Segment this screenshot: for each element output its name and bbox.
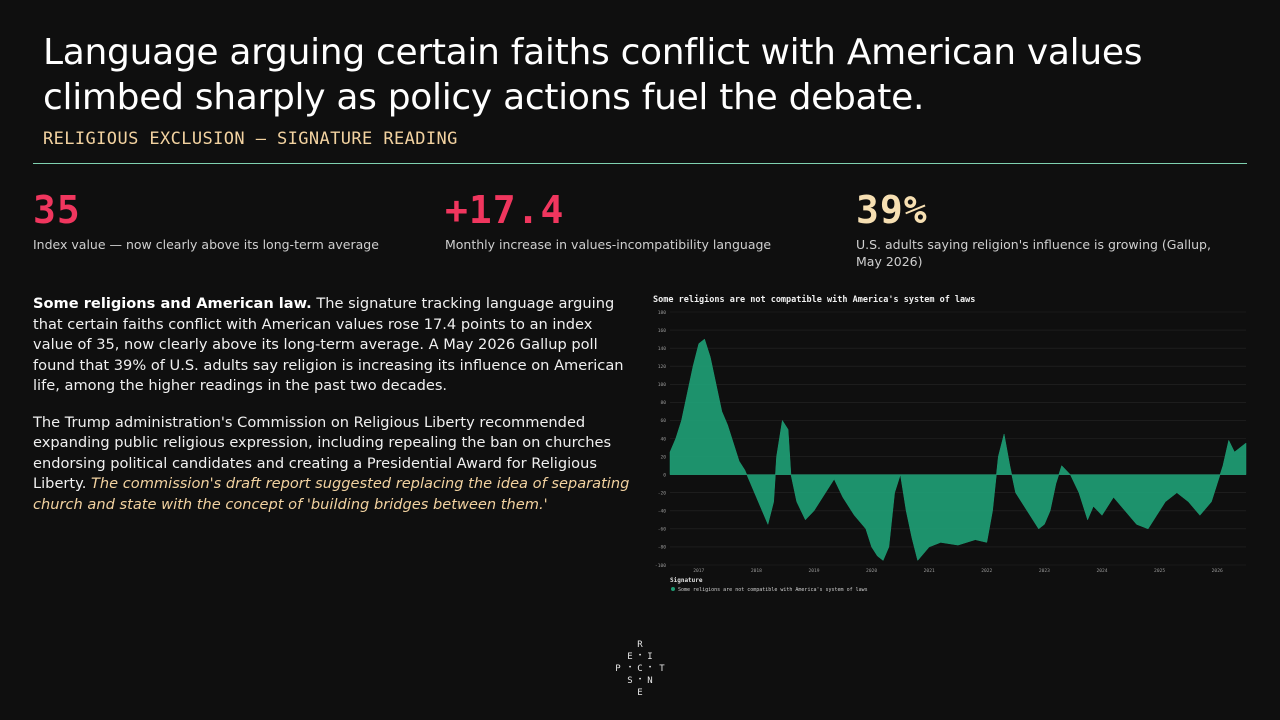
stat-label: Monthly increase in values-incompatibili…	[445, 237, 772, 252]
y-tick-label: 140	[658, 346, 667, 352]
x-tick-label: 2019	[808, 568, 819, 574]
x-tick-label: 2022	[981, 568, 992, 574]
paragraph-text: The signature tracking language arguing …	[33, 295, 624, 394]
brand-logo: R E I C P T S N E • • • •	[610, 640, 670, 706]
y-tick-label: -20	[658, 491, 667, 497]
stat-index-value: 35 Index value — now clearly above its l…	[33, 188, 413, 253]
y-tick-label: -80	[658, 545, 667, 551]
signature-chart: Some religions are not compatible with A…	[650, 290, 1250, 600]
x-tick-label: 2023	[1039, 568, 1050, 574]
y-tick-label: 40	[660, 436, 666, 442]
page-title: Language arguing certain faiths conflict…	[43, 32, 1143, 118]
logo-dot: •	[628, 664, 632, 671]
y-tick-label: 100	[658, 382, 667, 388]
x-tick-label: 2026	[1212, 568, 1223, 574]
logo-dot: •	[638, 676, 642, 683]
logo-letter: P	[615, 664, 621, 674]
y-tick-label: 0	[663, 472, 666, 478]
stat-value: 39%	[856, 188, 928, 232]
y-tick-label: 120	[658, 364, 667, 370]
x-tick-label: 2017	[693, 568, 704, 574]
y-tick-label: 60	[660, 418, 666, 424]
stat-value: 35	[33, 188, 81, 232]
y-tick-label: -60	[658, 527, 667, 533]
series-area	[669, 338, 1247, 562]
y-tick-label: 80	[660, 400, 666, 406]
logo-letter: C	[637, 664, 643, 674]
page-subtitle: RELIGIOUS EXCLUSION — SIGNATURE READING	[43, 129, 458, 149]
paragraph-text: The Trump administration's Commission on…	[33, 413, 612, 493]
stat-monthly-increase: +17.4 Monthly increase in values-incompa…	[445, 188, 825, 253]
x-tick-label: 2024	[1096, 568, 1107, 574]
legend-title: Signature	[670, 577, 703, 584]
x-tick-label: 2025	[1154, 568, 1165, 574]
paragraph-1: Some religions and American law. The sig…	[33, 294, 633, 397]
chart-svg: Some religions are not compatible with A…	[653, 294, 1247, 593]
paragraph-quote: The commission's draft report suggested …	[33, 475, 630, 513]
stat-label: Index value — now clearly above its long…	[33, 237, 379, 252]
y-tick-label: 160	[658, 328, 667, 334]
paragraph-lead: Some religions and American law.	[33, 295, 312, 312]
logo-letter: S	[627, 676, 633, 686]
stat-label: U.S. adults saying religion's influence …	[856, 237, 1211, 269]
y-tick-label: -100	[655, 563, 666, 569]
x-tick-label: 2020	[866, 568, 877, 574]
y-tick-label: 180	[658, 310, 667, 316]
paragraph-2: The Trump administration's Commission on…	[33, 413, 633, 516]
y-tick-label: -40	[658, 509, 667, 515]
header-divider	[33, 163, 1247, 164]
logo-letter: E	[637, 688, 643, 698]
legend-label: Some religions are not compatible with A…	[678, 587, 868, 593]
logo-letter: I	[647, 652, 653, 662]
legend-swatch	[671, 587, 675, 591]
logo-dot: •	[648, 664, 652, 671]
logo-letter: T	[659, 664, 665, 674]
logo-letter: E	[627, 652, 633, 662]
x-tick-label: 2018	[751, 568, 762, 574]
stat-gallup-poll: 39% U.S. adults saying religion's influe…	[856, 188, 1236, 270]
stat-value: +17.4	[445, 188, 565, 232]
x-tick-label: 2021	[924, 568, 935, 574]
logo-dot: •	[638, 652, 642, 659]
chart-title: Some religions are not compatible with A…	[653, 294, 975, 305]
y-tick-label: 20	[660, 454, 666, 460]
logo-letter: N	[647, 676, 653, 686]
logo-letter: R	[637, 640, 643, 650]
body-text: Some religions and American law. The sig…	[33, 294, 633, 531]
